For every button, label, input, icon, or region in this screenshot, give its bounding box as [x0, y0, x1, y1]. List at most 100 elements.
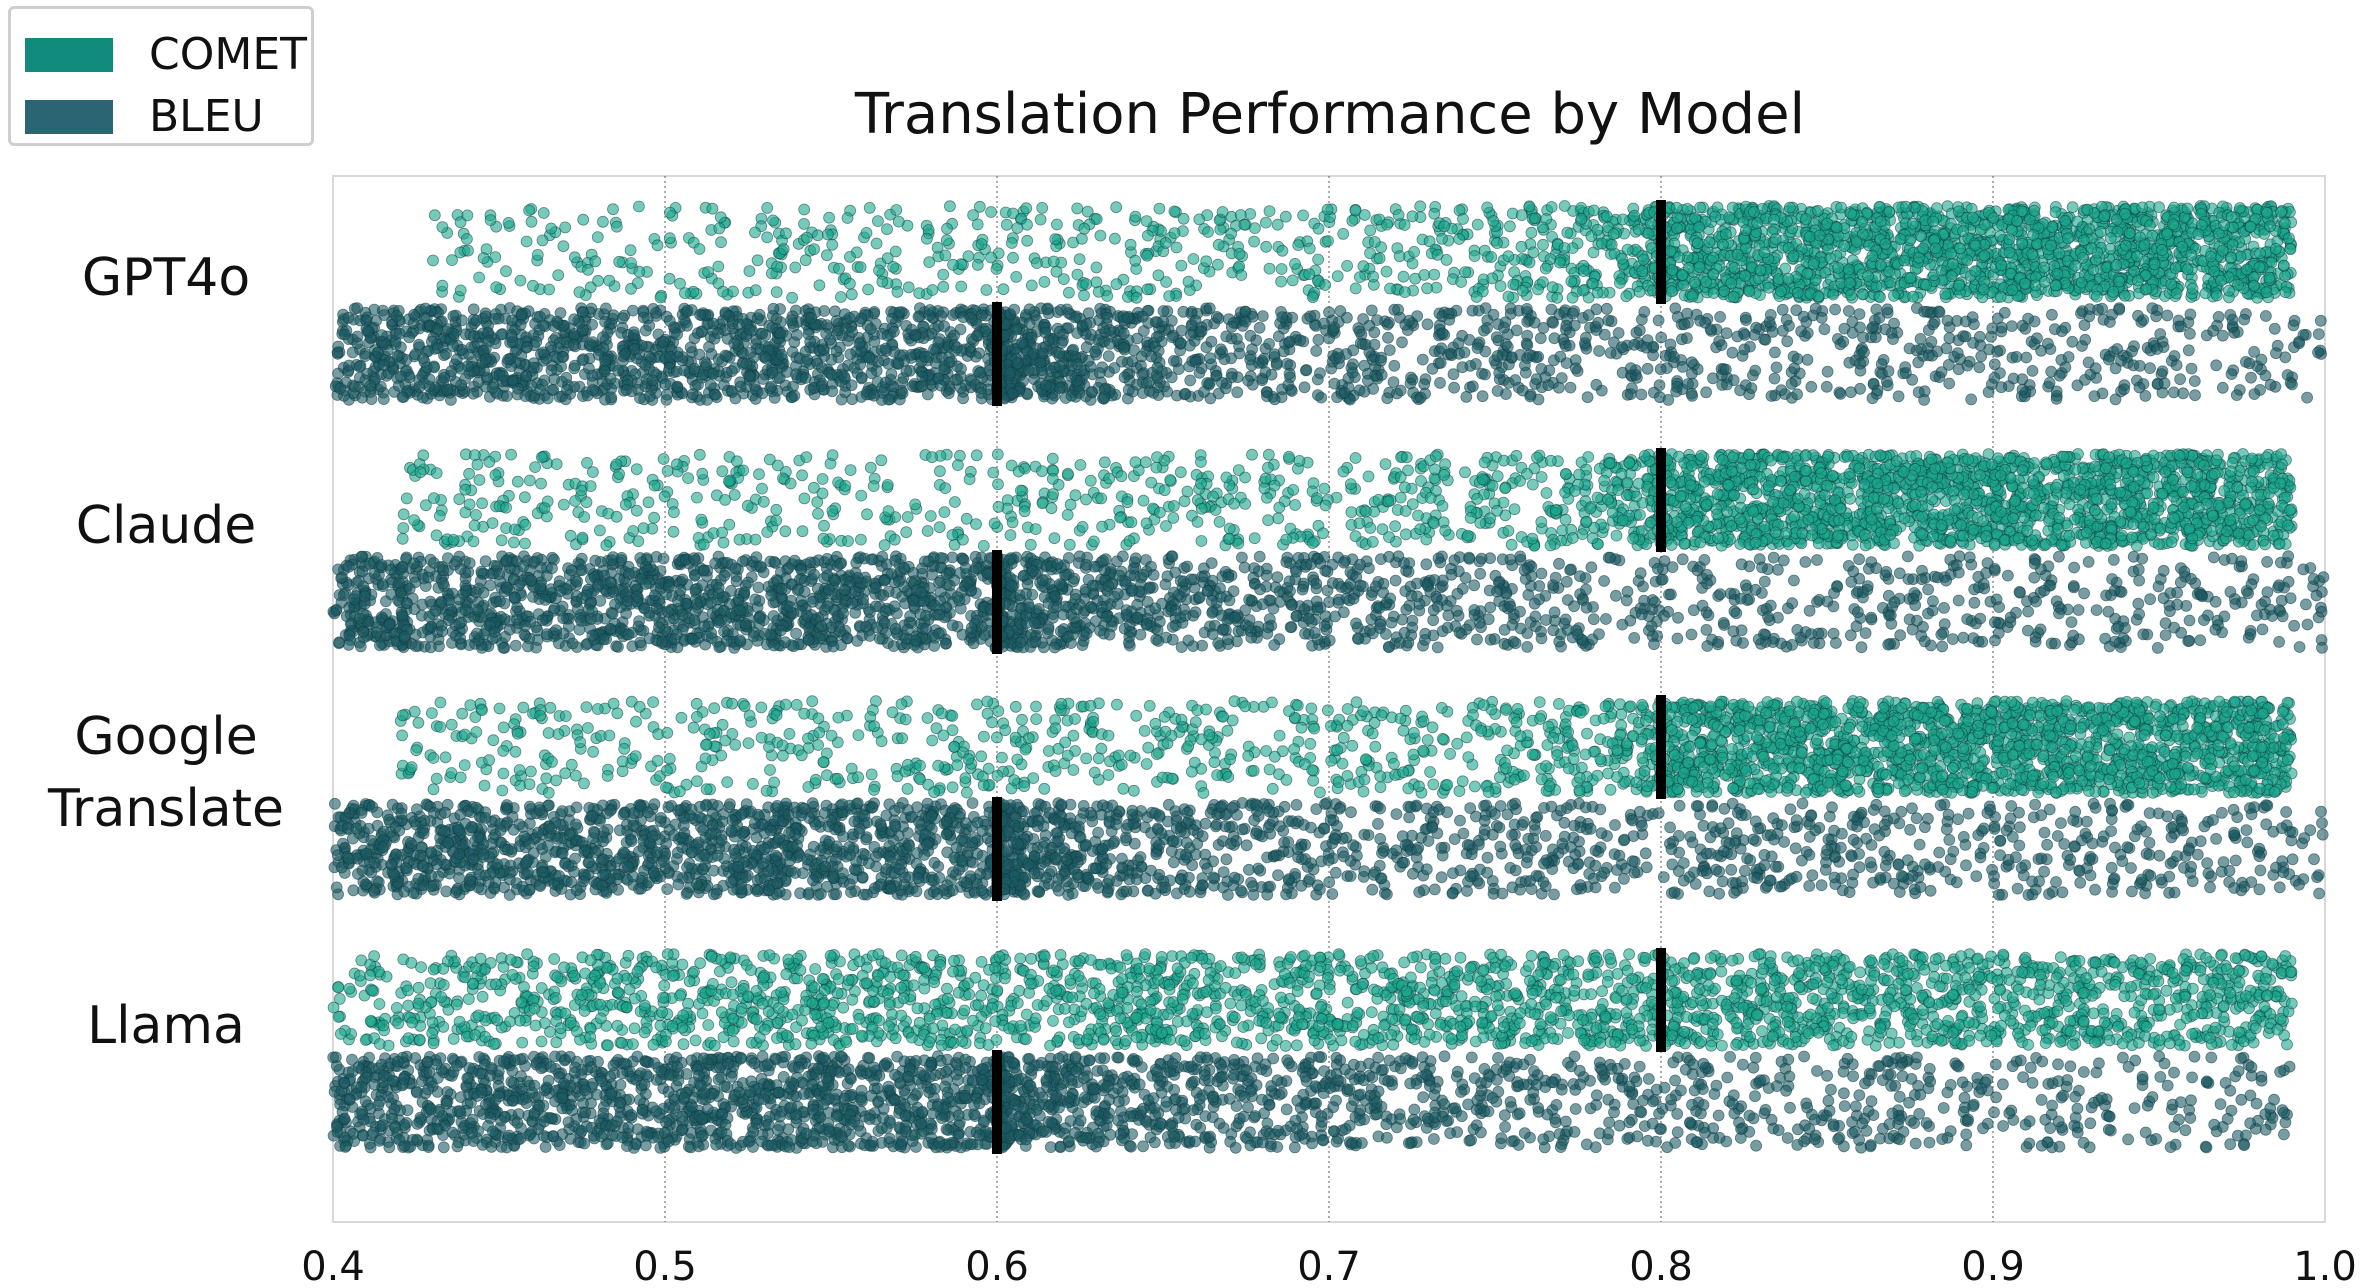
data-point	[716, 237, 727, 248]
data-point	[830, 306, 841, 317]
data-point	[1072, 203, 1083, 214]
data-point	[1329, 378, 1340, 389]
data-point	[2052, 268, 2063, 279]
data-point	[1217, 207, 1228, 218]
data-point	[1802, 268, 1813, 279]
data-point	[1888, 334, 1899, 345]
data-point	[2140, 390, 2151, 401]
data-point	[1276, 276, 1287, 287]
data-point	[1103, 351, 1114, 362]
data-point	[826, 369, 837, 380]
data-point	[972, 259, 983, 270]
data-point	[1855, 358, 1866, 369]
data-point	[1587, 278, 1598, 289]
data-point	[1324, 307, 1335, 318]
data-point	[2110, 363, 2121, 374]
data-point	[1591, 379, 1602, 390]
data-point	[1540, 372, 1551, 383]
data-point	[1763, 282, 1774, 293]
data-point	[1746, 383, 1757, 394]
data-point	[864, 202, 875, 213]
data-point	[1958, 226, 1969, 237]
data-point	[1282, 358, 1293, 369]
data-point	[1566, 276, 1577, 287]
data-point	[2062, 233, 2073, 244]
data-point	[1552, 292, 1563, 303]
data-point	[2246, 372, 2257, 383]
data-point	[1467, 305, 1478, 316]
data-point	[1732, 331, 1743, 342]
data-point	[1907, 218, 1918, 229]
data-point	[1893, 391, 1904, 402]
data-point	[2039, 277, 2050, 288]
data-point	[1565, 382, 1576, 393]
data-point	[1295, 335, 1306, 346]
data-point	[1382, 393, 1393, 404]
data-point	[2017, 238, 2028, 249]
data-point	[1928, 319, 1939, 330]
data-point	[1766, 391, 1777, 402]
data-point	[1642, 363, 1653, 374]
data-point	[1083, 355, 1094, 366]
data-point	[2260, 311, 2271, 322]
data-point	[501, 391, 512, 402]
data-point	[1350, 283, 1361, 294]
data-point	[1629, 210, 1640, 221]
data-point	[2134, 360, 2145, 371]
data-point	[1226, 372, 1237, 383]
data-point	[1415, 201, 1426, 212]
data-point	[1051, 219, 1062, 230]
data-point	[1231, 333, 1242, 344]
data-point	[1249, 223, 1260, 234]
data-point	[750, 285, 761, 296]
data-point	[1154, 203, 1165, 214]
data-point	[409, 309, 420, 320]
data-point	[2114, 304, 2125, 315]
data-point	[1001, 219, 1012, 230]
data-point	[2280, 271, 2291, 282]
data-point	[2162, 229, 2173, 240]
data-point	[1970, 266, 1981, 277]
data-point	[1783, 273, 1794, 284]
data-point	[1708, 269, 1719, 280]
data-point	[1384, 317, 1395, 328]
data-point	[976, 239, 987, 250]
data-point	[2149, 259, 2160, 270]
data-point	[1960, 331, 1971, 342]
data-point	[1900, 362, 1911, 373]
data-point	[1042, 304, 1053, 315]
data-point	[553, 270, 564, 281]
data-point	[2168, 219, 2179, 230]
data-point	[462, 210, 473, 221]
data-point	[882, 224, 893, 235]
data-point	[1068, 344, 1079, 355]
data-point	[2097, 303, 2108, 314]
data-point	[1524, 257, 1535, 268]
data-point	[1952, 348, 1963, 359]
data-point	[1606, 239, 1617, 250]
data-point	[842, 213, 853, 224]
data-point	[455, 285, 466, 296]
data-point	[2108, 286, 2119, 297]
data-point	[1530, 213, 1541, 224]
data-point	[2124, 228, 2135, 239]
data-point	[1954, 280, 1965, 291]
data-point	[1499, 322, 1510, 333]
data-point	[1272, 219, 1283, 230]
data-point	[1234, 248, 1245, 259]
data-point	[940, 250, 951, 261]
data-point	[801, 232, 812, 243]
data-point	[1617, 342, 1628, 353]
data-point	[1653, 315, 1664, 326]
data-point	[1194, 214, 1205, 225]
data-point	[892, 286, 903, 297]
data-point	[1724, 212, 1735, 223]
data-point	[778, 244, 789, 255]
data-point	[2313, 347, 2324, 358]
data-point	[789, 390, 800, 401]
data-point	[1720, 229, 1731, 240]
data-point	[1239, 219, 1250, 230]
data-point	[1759, 247, 1770, 258]
data-point	[1276, 264, 1287, 275]
data-point	[741, 358, 752, 369]
